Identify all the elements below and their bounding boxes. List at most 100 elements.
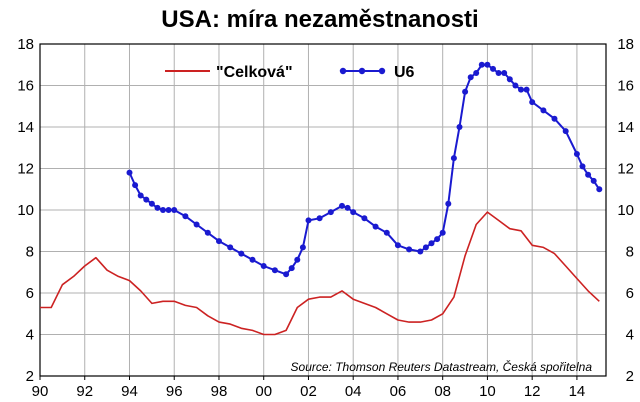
y-tick-label-right: 2 — [626, 368, 634, 385]
y-tick-label-right: 18 — [617, 36, 634, 53]
series-u6-point — [439, 229, 446, 236]
series-u6-point — [467, 74, 474, 81]
y-tick-label-left: 12 — [17, 161, 34, 178]
series-u6-point — [383, 229, 390, 236]
y-tick-label-right: 6 — [626, 285, 634, 302]
series-u6-point — [283, 271, 290, 278]
x-tick-label: 04 — [345, 383, 362, 400]
series-u6-point — [227, 244, 234, 251]
x-tick-label: 00 — [255, 383, 272, 400]
series-u6-point — [417, 248, 424, 255]
x-tick-label: 94 — [121, 383, 138, 400]
series-u6-point — [171, 207, 178, 213]
series-u6-point — [132, 182, 139, 189]
series-u6-line — [128, 63, 601, 276]
series-u6-point — [294, 256, 301, 263]
series-u6-point — [154, 204, 161, 211]
series-u6-point — [216, 238, 222, 245]
series-u6-point — [372, 223, 379, 230]
series-u6-point — [193, 221, 200, 228]
plot-frame — [39, 43, 607, 377]
series-u6-point — [148, 200, 155, 207]
legend: "Celková" U6 — [165, 64, 415, 81]
legend-u6-label: U6 — [394, 64, 415, 81]
series-u6-point — [450, 155, 457, 162]
series-u6-point — [260, 263, 267, 269]
series-u6-point — [361, 215, 368, 222]
series-u6-point — [473, 70, 480, 76]
series-u6-point — [137, 192, 144, 199]
series-u6-point — [299, 244, 306, 251]
series-u6-point — [238, 250, 245, 257]
x-tick-label: 92 — [76, 383, 93, 400]
series-u6-point — [512, 82, 519, 89]
grid — [40, 44, 606, 376]
y-tick-label-right: 4 — [626, 327, 634, 344]
legend-u6-marker-1 — [339, 67, 347, 75]
series-u6-point — [165, 207, 172, 213]
legend-u6-marker-3 — [378, 67, 386, 75]
legend-celkova-label: "Celková" — [216, 64, 293, 81]
x-tick-label: 90 — [32, 383, 49, 400]
series-u6-point — [484, 61, 491, 68]
series-u6-point — [434, 236, 441, 243]
series-u6-point — [350, 209, 357, 216]
series-u6-point — [501, 70, 508, 76]
series-u6-point — [573, 151, 580, 157]
series-u6-point — [579, 163, 586, 170]
y-tick-label-left: 8 — [26, 244, 34, 261]
source-note: Source: Thomson Reuters Datastream, Česk… — [291, 359, 593, 374]
series-u6-point — [456, 124, 463, 130]
y-tick-label-left: 2 — [26, 368, 34, 385]
series-u6-point — [204, 229, 211, 236]
x-tick-label: 10 — [479, 383, 496, 400]
series-u6-point — [490, 65, 496, 72]
y-tick-label-left: 4 — [26, 327, 34, 344]
y-tick-label-right: 14 — [617, 119, 634, 136]
x-tick-label: 08 — [434, 383, 451, 400]
series-u6-point — [305, 217, 312, 224]
series-u6-point — [327, 209, 334, 216]
x-tick-label: 06 — [390, 383, 407, 400]
series-u6-point — [316, 215, 323, 222]
y-tick-label-right: 12 — [617, 161, 634, 178]
series-u6-point — [518, 86, 524, 93]
series-u6-point — [339, 202, 345, 209]
series-u6-point — [126, 169, 133, 176]
series-u6-point — [506, 76, 513, 83]
series-u6-point — [529, 99, 536, 106]
axis-ticks: 2 2 4 4 6 6 8 8 10 10 12 12 14 14 16 16 18 18 90 92 94 96 98 00… — [17, 36, 634, 400]
y-tick-label-left: 6 — [26, 285, 34, 302]
series-u6-point — [394, 242, 401, 249]
series-u6-point — [143, 196, 150, 203]
series-u6-point — [445, 200, 452, 207]
series-u6-point — [406, 246, 413, 253]
y-tick-label-right: 16 — [617, 78, 634, 95]
x-tick-label: 14 — [569, 383, 586, 400]
series-u6-point — [562, 128, 569, 135]
x-tick-label: 02 — [300, 383, 317, 400]
y-tick-label-left: 18 — [17, 36, 34, 53]
series-u6-point — [585, 171, 592, 178]
y-tick-label-left: 10 — [17, 202, 34, 219]
x-tick-label: 96 — [166, 383, 183, 400]
y-tick-label-right: 8 — [626, 244, 634, 261]
x-tick-label: 12 — [524, 383, 541, 400]
series-u6-point — [462, 88, 469, 95]
series-u6-point — [288, 265, 295, 272]
series-u6-point — [271, 267, 278, 274]
y-tick-label-left: 14 — [17, 119, 34, 136]
series-u6-point — [478, 61, 485, 68]
series-u6-point — [344, 204, 351, 211]
series-u6-point — [590, 177, 597, 184]
y-tick-label-right: 10 — [617, 202, 634, 219]
series-u6-point — [540, 107, 547, 114]
series-group — [40, 61, 603, 336]
series-celkova-line — [40, 211, 600, 336]
x-tick-label: 98 — [211, 383, 228, 400]
series-u6-point — [160, 207, 166, 213]
series-u6-point — [249, 256, 256, 263]
series-u6-point — [596, 186, 603, 193]
legend-u6-marker-2 — [358, 67, 366, 75]
